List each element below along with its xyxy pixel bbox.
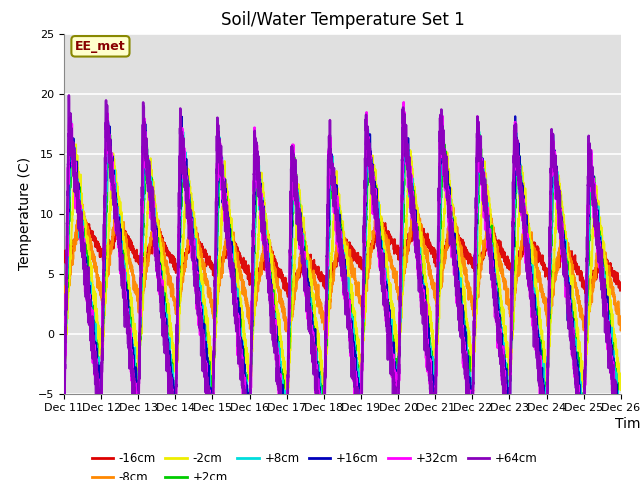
Y-axis label: Temperature (C): Temperature (C) (19, 157, 33, 270)
Text: EE_met: EE_met (75, 40, 126, 53)
Legend: -16cm, -8cm, -2cm, +2cm, +8cm, +16cm, +32cm, +64cm: -16cm, -8cm, -2cm, +2cm, +8cm, +16cm, +3… (87, 447, 542, 480)
X-axis label: Time: Time (615, 417, 640, 431)
Title: Soil/Water Temperature Set 1: Soil/Water Temperature Set 1 (221, 11, 464, 29)
